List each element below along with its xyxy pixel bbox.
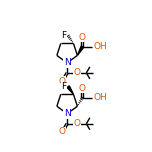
Polygon shape: [77, 46, 84, 55]
Text: N: N: [64, 109, 71, 118]
Text: OH: OH: [94, 42, 108, 51]
Polygon shape: [67, 86, 73, 94]
Text: O: O: [79, 84, 86, 93]
Text: N: N: [64, 58, 71, 67]
Text: O: O: [59, 76, 66, 86]
Text: O: O: [74, 68, 81, 77]
Text: F: F: [62, 82, 67, 91]
Text: O: O: [59, 127, 66, 136]
Text: OH: OH: [94, 93, 108, 102]
Text: O: O: [74, 119, 81, 128]
Text: F: F: [62, 31, 67, 40]
Text: O: O: [79, 33, 86, 42]
